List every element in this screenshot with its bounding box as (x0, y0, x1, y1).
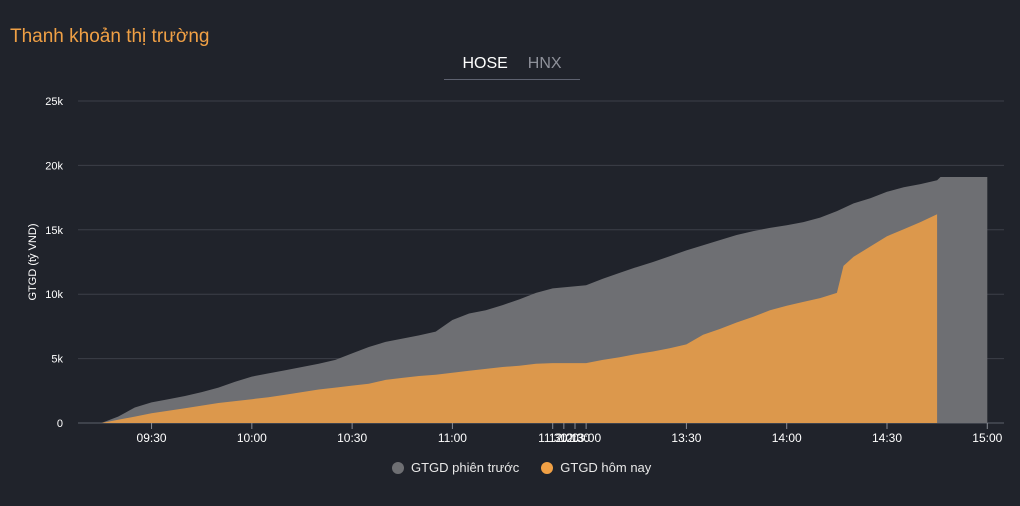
legend-dot-previous (392, 461, 404, 474)
x-tick-label: 15:00 (972, 431, 1002, 445)
legend-label-today: GTGD hôm nay (560, 460, 652, 475)
tab-hose[interactable]: HOSE (462, 55, 508, 72)
x-tick-label: 14:30 (872, 431, 902, 445)
page-title: Thanh khoản thị trường (10, 26, 210, 47)
x-tick-label: 11:30 (538, 431, 567, 445)
y-axis-label: GTGD (tỷ VND) (27, 224, 39, 301)
y-tick-label: 10k (45, 289, 63, 301)
y-tick-label: 0 (57, 418, 63, 430)
chart-legend: GTGD phiên trước GTGD hôm nay (392, 460, 651, 475)
x-tick-label: 14:00 (772, 431, 802, 445)
x-tick-label: 12:30 (560, 431, 590, 445)
legend-item-today[interactable]: GTGD hôm nay (541, 460, 651, 475)
legend-label-previous: GTGD phiên trước (411, 460, 520, 475)
legend-dot-today (541, 461, 554, 474)
x-tick-label: 11:00 (438, 431, 467, 445)
tab-hnx[interactable]: HNX (527, 55, 562, 72)
x-tick-label: 12:00 (549, 431, 579, 445)
exchange-tabs: HOSE HNX (444, 55, 580, 80)
legend-item-previous[interactable]: GTGD phiên trước (392, 460, 519, 475)
y-tick-label: 20k (45, 160, 63, 172)
y-tick-label: 5k (51, 354, 63, 366)
y-tick-label: 25k (45, 96, 63, 108)
x-tick-label: 10:30 (337, 431, 367, 445)
x-tick-label: 10:00 (237, 431, 267, 445)
y-tick-label: 15k (45, 225, 63, 237)
area-series-today (101, 214, 938, 423)
x-tick-label: 13:30 (671, 431, 701, 445)
x-tick-label: 09:30 (137, 431, 167, 445)
x-tick-label: 13:00 (571, 431, 601, 445)
